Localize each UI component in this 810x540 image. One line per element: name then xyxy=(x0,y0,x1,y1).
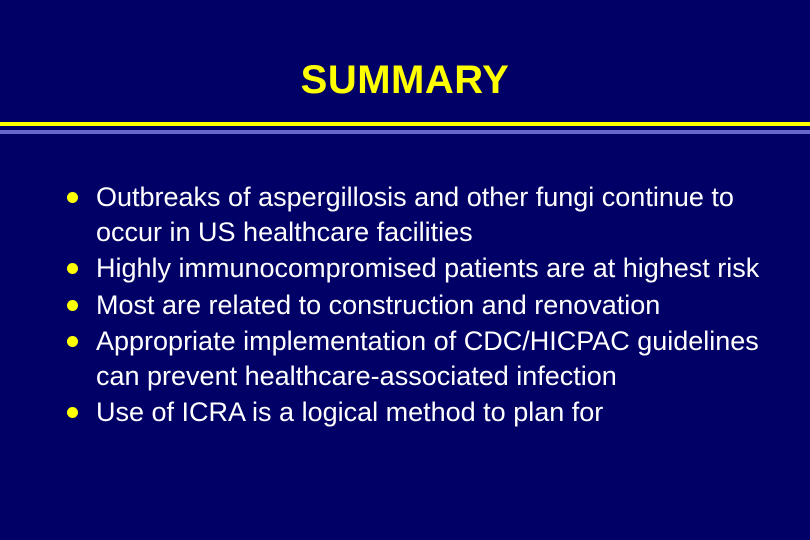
bullet-icon xyxy=(52,251,92,274)
list-item: Outbreaks of aspergillosis and other fun… xyxy=(52,180,770,249)
list-item: Highly immunocompromised patients are at… xyxy=(52,251,770,286)
title-divider xyxy=(0,122,810,134)
bullet-icon xyxy=(52,395,92,418)
bullet-text: Highly immunocompromised patients are at… xyxy=(92,251,759,286)
list-item: Appropriate implementation of CDC/HICPAC… xyxy=(52,324,770,393)
bullet-text: Most are related to construction and ren… xyxy=(92,288,660,323)
list-item: Use of ICRA is a logical method to plan … xyxy=(52,395,770,430)
list-item: Most are related to construction and ren… xyxy=(52,288,770,323)
bullet-icon xyxy=(52,288,92,311)
slide-title: SUMMARY xyxy=(0,0,810,103)
slide-body: Outbreaks of aspergillosis and other fun… xyxy=(52,180,770,432)
bullet-text: Use of ICRA is a logical method to plan … xyxy=(92,395,603,430)
divider-blue xyxy=(0,130,810,134)
bullet-icon xyxy=(52,180,92,203)
bullet-text: Appropriate implementation of CDC/HICPAC… xyxy=(92,324,770,393)
bullet-icon xyxy=(52,324,92,347)
bullet-text: Outbreaks of aspergillosis and other fun… xyxy=(92,180,770,249)
slide: SUMMARY Outbreaks of aspergillosis and o… xyxy=(0,0,810,540)
